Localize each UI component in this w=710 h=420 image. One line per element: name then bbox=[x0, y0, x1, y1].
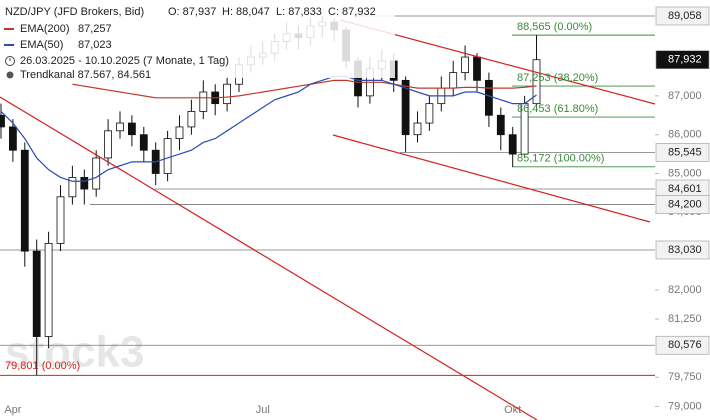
level-box bbox=[655, 6, 710, 26]
candle-body bbox=[413, 122, 422, 136]
legend-ohlc: O: 87,937 bbox=[168, 6, 216, 18]
fib-label: 87,253 (38.20%) bbox=[517, 72, 598, 84]
x-tick-label: Apr bbox=[4, 404, 21, 416]
clock-icon bbox=[5, 56, 15, 66]
level-box bbox=[655, 50, 710, 70]
candle-body bbox=[104, 130, 112, 159]
legend-ohlc: H: 88,047 bbox=[222, 6, 270, 18]
legend-period: 26.03.2025 - 10.10.2025 (7 Monate, 1 Tag… bbox=[20, 55, 229, 67]
candle-body bbox=[127, 122, 136, 136]
candle-body bbox=[401, 79, 410, 136]
candle-body bbox=[8, 126, 17, 151]
ema-line bbox=[0, 75, 537, 182]
y-tick-label: 79,000 bbox=[668, 400, 702, 412]
fib-label: 86,453 (61.80%) bbox=[517, 103, 598, 115]
candle-body bbox=[32, 250, 41, 337]
candle-body bbox=[496, 114, 505, 136]
watermark: stock3 bbox=[5, 328, 144, 377]
legend-value: 87,257 bbox=[78, 23, 112, 35]
legend: NZD/JPY (JFD Brokers, Bid) O: 87,937 H: … bbox=[0, 2, 395, 81]
level-label: 83,030 bbox=[668, 244, 702, 256]
low-label: 79,801 (0.00%) bbox=[5, 360, 80, 372]
legend-value: 87,023 bbox=[78, 39, 112, 51]
candle-body bbox=[223, 83, 232, 105]
candle-body bbox=[425, 103, 434, 124]
legend-bg bbox=[0, 2, 395, 78]
candle-body bbox=[187, 111, 196, 128]
y-tick-label: 82,000 bbox=[668, 284, 702, 296]
candle-body bbox=[68, 176, 77, 198]
level-label: 84,601 bbox=[668, 183, 702, 195]
candle-body bbox=[532, 59, 541, 105]
y-tick-label: 81,250 bbox=[668, 313, 702, 325]
candle-body bbox=[163, 138, 172, 174]
candle-body bbox=[116, 122, 124, 132]
legend-ohlc: L: 87,833 bbox=[276, 6, 322, 18]
legend-title: NZD/JPY (JFD Brokers, Bid) bbox=[5, 6, 144, 18]
level-box bbox=[655, 335, 710, 355]
candle-body bbox=[473, 56, 481, 81]
legend-name: EMA(50) bbox=[20, 39, 63, 51]
candle-body bbox=[449, 72, 458, 89]
x-tick-label: Okt bbox=[504, 404, 521, 416]
candle-body bbox=[80, 176, 89, 190]
y-tick-label: 79,750 bbox=[668, 371, 702, 383]
channel-icon bbox=[6, 71, 14, 79]
trend-lower bbox=[332, 134, 651, 223]
level-label: 84,200 bbox=[668, 198, 702, 210]
level-label: 89,058 bbox=[668, 10, 702, 22]
candle-body bbox=[92, 157, 101, 190]
candle-body bbox=[44, 242, 53, 337]
candle-body bbox=[175, 126, 184, 139]
level-label: 80,576 bbox=[668, 339, 702, 351]
candle-body bbox=[0, 114, 5, 128]
legend-channel: Trendkanal 87.567, 84.561 bbox=[20, 69, 151, 81]
legend-ohlc: C: 87,932 bbox=[328, 6, 376, 18]
legend-name: EMA(200) bbox=[20, 23, 70, 35]
ema-line bbox=[72, 79, 537, 99]
fib-label: 88,565 (0.00%) bbox=[517, 21, 592, 33]
candle-body bbox=[461, 56, 470, 73]
x-tick-label: Jul bbox=[256, 404, 270, 416]
fib-label: 85,172 (100.00%) bbox=[517, 153, 604, 165]
level-label: 85,545 bbox=[668, 146, 702, 158]
trend-long bbox=[0, 96, 538, 420]
candle-body bbox=[199, 91, 208, 112]
candle-body bbox=[20, 149, 29, 252]
level-box bbox=[655, 143, 710, 162]
candle-body bbox=[139, 134, 148, 151]
level-box bbox=[655, 195, 710, 214]
level-box bbox=[655, 240, 710, 260]
candle-body bbox=[56, 196, 65, 244]
level-label: 87,932 bbox=[668, 54, 702, 66]
y-tick-label: 86,000 bbox=[668, 129, 702, 141]
candle-body bbox=[484, 79, 493, 116]
candle-body bbox=[508, 134, 517, 155]
y-tick-label: 85,000 bbox=[668, 167, 702, 179]
y-tick-label: 87,000 bbox=[668, 90, 702, 102]
